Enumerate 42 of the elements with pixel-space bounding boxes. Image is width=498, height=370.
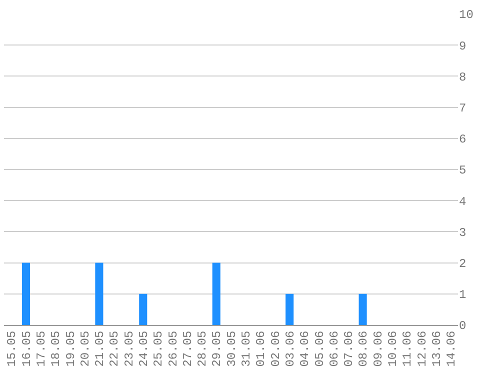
x-tick-label: 04.06: [298, 330, 312, 367]
x-tick-label: 27.05: [180, 330, 195, 367]
y-tick-label: 0: [459, 319, 466, 334]
x-tick-label: 05.06: [312, 330, 327, 367]
x-tick-label: 17.05: [34, 330, 49, 367]
x-tick-label: 18.05: [49, 330, 64, 367]
y-tick-label: 4: [459, 194, 466, 209]
y-tick-label: 6: [459, 132, 466, 147]
y-tick-label: 10: [459, 8, 474, 22]
y-tick-label: 2: [459, 257, 466, 271]
x-tick-label: 24.05: [137, 330, 152, 367]
x-tick-label: 22.05: [108, 330, 122, 367]
y-tick-label: 1: [459, 288, 466, 302]
x-tick-label: 21.05: [93, 330, 108, 367]
x-tick-label: 10.06: [386, 330, 400, 367]
x-tick-label: 06.06: [327, 330, 342, 367]
y-tick-label: 5: [459, 164, 466, 178]
x-tick-label: 11.06: [400, 330, 415, 367]
x-tick-label: 03.06: [283, 330, 298, 367]
x-tick-label: 16.05: [20, 330, 34, 367]
x-tick-label: 29.05: [210, 330, 224, 367]
x-tick-label: 31.05: [240, 330, 254, 367]
x-tick-label: 13.06: [430, 330, 444, 367]
x-tick-label: 26.05: [166, 330, 180, 367]
x-tick-label: 07.06: [342, 330, 356, 367]
x-tick-label: 02.06: [268, 330, 283, 367]
x-tick-label: 30.05: [224, 330, 239, 367]
x-tick-label: 19.05: [64, 330, 78, 367]
x-tick-label: 25.05: [152, 330, 166, 367]
x-tick-label: 15.05: [5, 330, 20, 367]
x-tick-label: 23.05: [122, 330, 136, 367]
x-tick-label: 01.06: [254, 330, 268, 367]
x-tick-label: 09.06: [371, 330, 386, 367]
x-tick-label: 12.06: [415, 330, 430, 367]
y-tick-label: 7: [459, 102, 466, 116]
x-tick-label: 08.06: [356, 330, 371, 367]
x-tick-label: 20.05: [78, 330, 92, 367]
y-tick-label: 3: [459, 226, 466, 240]
x-tick-label: 28.05: [196, 330, 210, 367]
x-tick-label: 14.06: [444, 330, 459, 367]
y-tick-label: 8: [459, 70, 466, 84]
y-tick-label: 9: [459, 39, 466, 54]
